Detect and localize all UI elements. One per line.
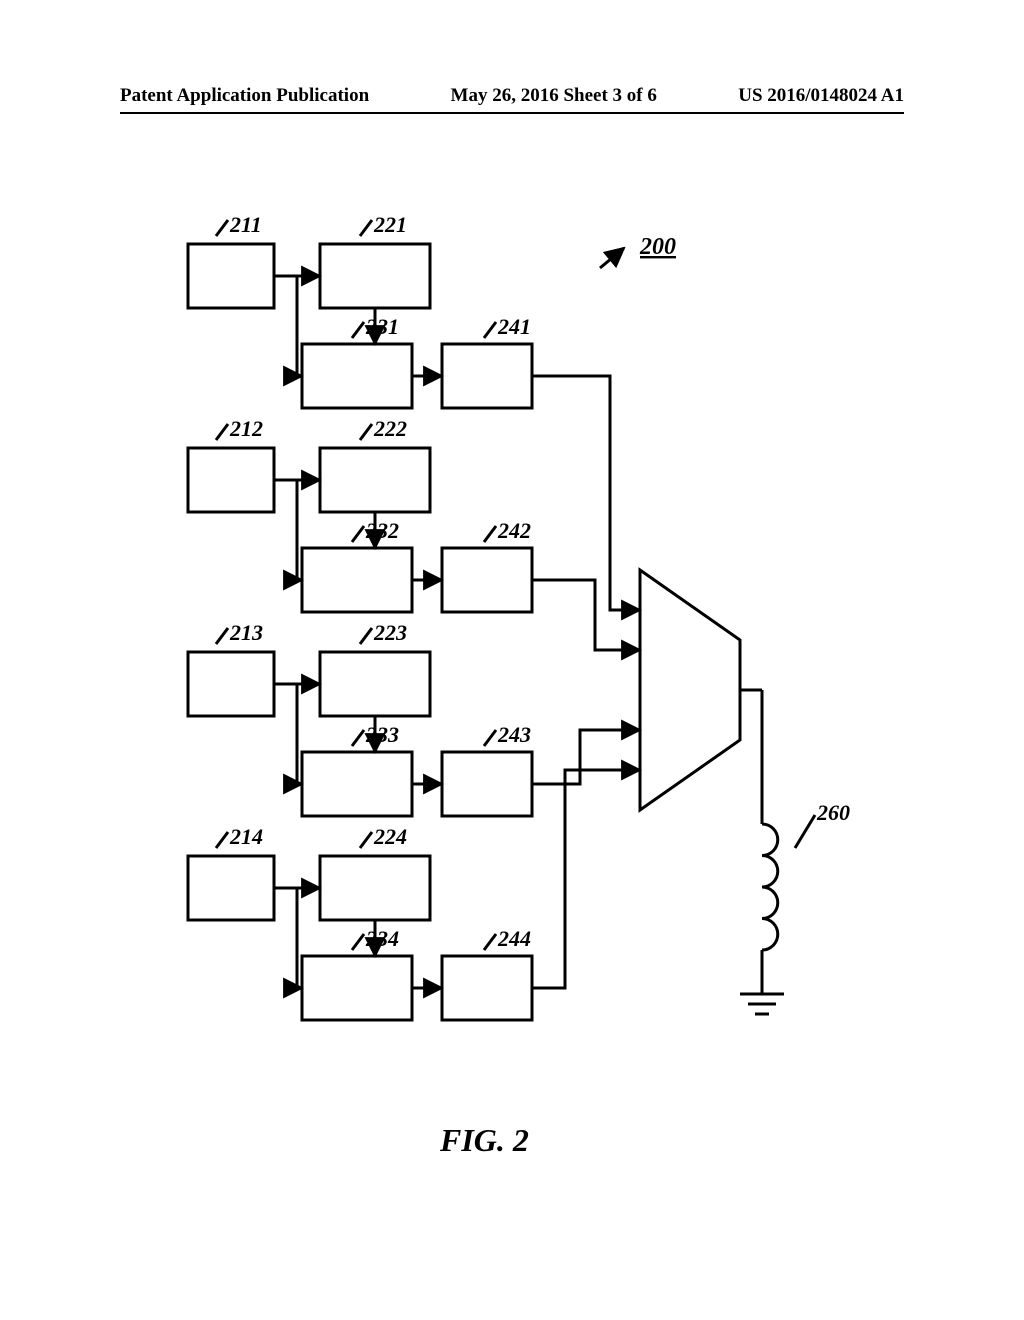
figure-label: FIG. 2 xyxy=(440,1122,529,1159)
svg-text:244: 244 xyxy=(497,926,531,951)
header-middle: May 26, 2016 Sheet 3 of 6 xyxy=(451,85,657,107)
svg-text:213: 213 xyxy=(229,620,263,645)
svg-text:232: 232 xyxy=(365,518,399,543)
svg-text:243: 243 xyxy=(497,722,531,747)
header-left: Patent Application Publication xyxy=(120,85,369,107)
svg-text:214: 214 xyxy=(229,824,263,849)
svg-text:221: 221 xyxy=(373,212,407,237)
svg-text:212: 212 xyxy=(229,416,263,441)
svg-text:234: 234 xyxy=(365,926,399,951)
svg-text:222: 222 xyxy=(373,416,407,441)
svg-text:242: 242 xyxy=(497,518,531,543)
svg-text:231: 231 xyxy=(365,314,399,339)
svg-text:200: 200 xyxy=(639,234,676,260)
svg-text:211: 211 xyxy=(229,212,262,237)
page-header: Patent Application Publication May 26, 2… xyxy=(0,85,1024,107)
header-right: US 2016/0148024 A1 xyxy=(738,85,904,107)
svg-text:260: 260 xyxy=(816,800,850,825)
svg-text:224: 224 xyxy=(373,824,407,849)
svg-text:241: 241 xyxy=(497,314,531,339)
svg-text:233: 233 xyxy=(365,722,399,747)
header-rule xyxy=(120,112,904,114)
patent-page: Patent Application Publication May 26, 2… xyxy=(0,0,1024,1320)
svg-text:223: 223 xyxy=(373,620,407,645)
